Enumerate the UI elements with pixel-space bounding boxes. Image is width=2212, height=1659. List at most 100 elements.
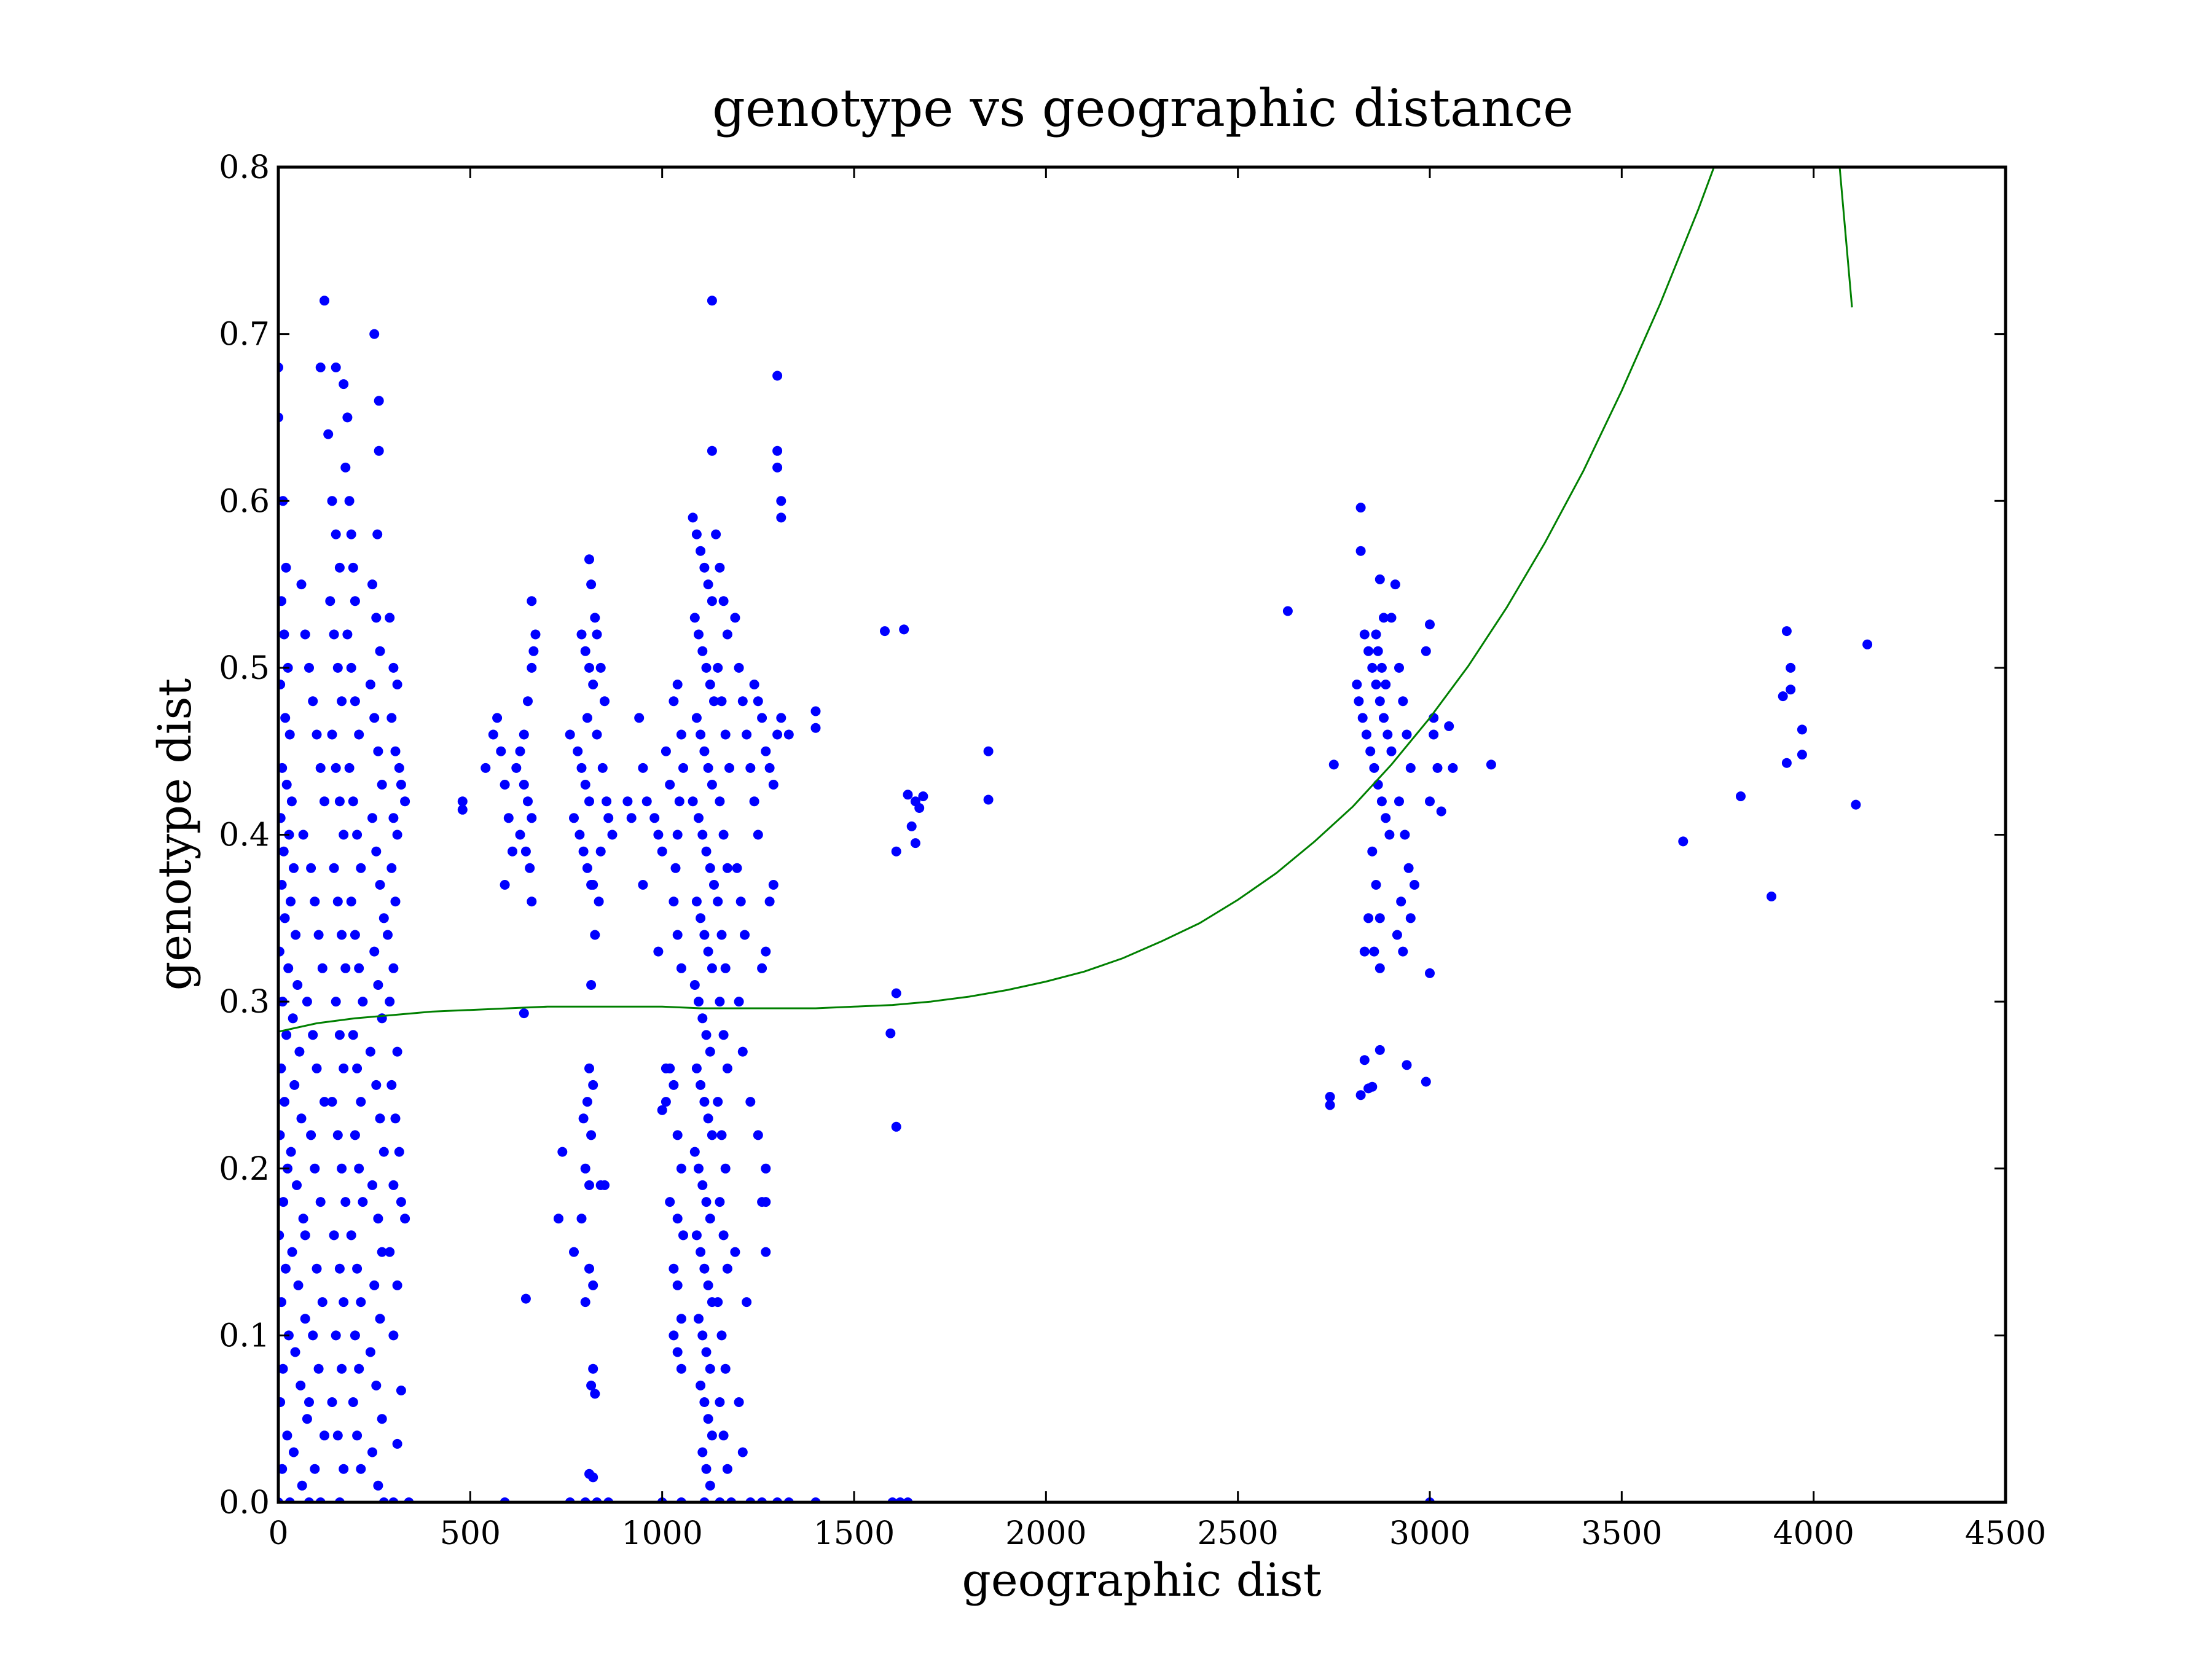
data-point [344,763,355,773]
data-point [371,1380,382,1390]
data-point [701,1030,712,1040]
data-point [602,796,612,807]
data-point [720,1163,731,1174]
data-point [783,729,794,740]
data-point [310,896,320,907]
data-point [810,706,821,716]
y-tick-label: 0.3 [219,984,270,1021]
data-point [373,1480,383,1491]
data-point [1678,836,1688,847]
data-point [308,1330,318,1341]
data-point [329,863,339,873]
data-point [334,1263,345,1274]
data-point [885,1028,896,1038]
data-point [745,1097,756,1107]
data-point [1355,1090,1366,1100]
data-point [569,813,579,823]
data-point [1736,791,1746,801]
data-point [586,1380,597,1390]
data-point [588,680,598,689]
data-point [665,1197,675,1207]
data-point [703,1113,713,1124]
data-point [519,1008,529,1019]
data-point [597,763,608,773]
data-point [737,696,748,707]
data-point [369,329,380,339]
data-point [657,846,667,857]
data-point [332,1130,343,1140]
data-point [557,1147,568,1157]
data-point [342,412,353,423]
data-point [582,713,592,723]
data-point [388,1180,399,1190]
data-point [1359,629,1370,640]
data-point [515,830,525,840]
data-point [1371,680,1381,689]
data-point [488,729,498,740]
data-point [1379,713,1389,723]
data-point [1396,896,1406,907]
data-point [1384,830,1395,840]
data-point [278,1397,286,1407]
data-point [354,1363,364,1374]
data-point [688,796,698,807]
data-point [1797,750,1807,760]
data-point [312,1063,322,1073]
data-point [523,796,533,807]
data-point [705,863,715,873]
data-point [1373,646,1383,656]
data-point [592,629,602,640]
data-point [586,1130,597,1140]
data-point [388,1330,399,1341]
data-point [302,997,312,1007]
data-point [300,1314,310,1324]
data-point [296,579,307,590]
data-point [753,1130,763,1140]
data-point [1367,846,1378,857]
data-point [580,1163,590,1174]
data-point [388,813,399,823]
data-point [282,1430,292,1441]
data-point [525,863,535,873]
data-point [588,1472,598,1483]
data-point [676,1363,686,1374]
data-point [718,1230,729,1241]
data-point [300,1230,310,1241]
data-point [320,296,329,306]
data-point [576,763,587,773]
data-point [697,830,708,840]
data-point [1402,729,1412,740]
data-point [390,1113,401,1124]
data-point [283,963,294,973]
data-point [1405,913,1416,924]
y-tick-label: 0.0 [219,1484,270,1521]
data-point [346,529,356,539]
data-point [1359,1055,1370,1065]
data-point [392,1046,402,1057]
data-point [732,863,742,873]
data-point [715,562,725,573]
data-point [584,554,594,565]
data-point [776,713,786,723]
data-point [669,1263,679,1274]
x-tick-label: 2000 [1005,1515,1086,1552]
data-point [588,880,598,890]
data-point [1369,946,1379,957]
data-point [899,624,909,635]
data-point [327,1397,337,1407]
data-point [280,913,290,924]
data-point [392,1280,402,1290]
data-point [278,1297,286,1308]
data-point [310,1163,320,1174]
data-point [734,997,744,1007]
data-point [375,880,385,890]
data-point [722,1063,732,1073]
data-point [722,1464,732,1474]
data-point [757,963,767,973]
data-point [390,896,401,907]
data-point [742,729,752,740]
data-point [352,1063,363,1073]
data-point [689,980,700,990]
data-point [672,1280,683,1290]
data-point [520,1293,531,1304]
